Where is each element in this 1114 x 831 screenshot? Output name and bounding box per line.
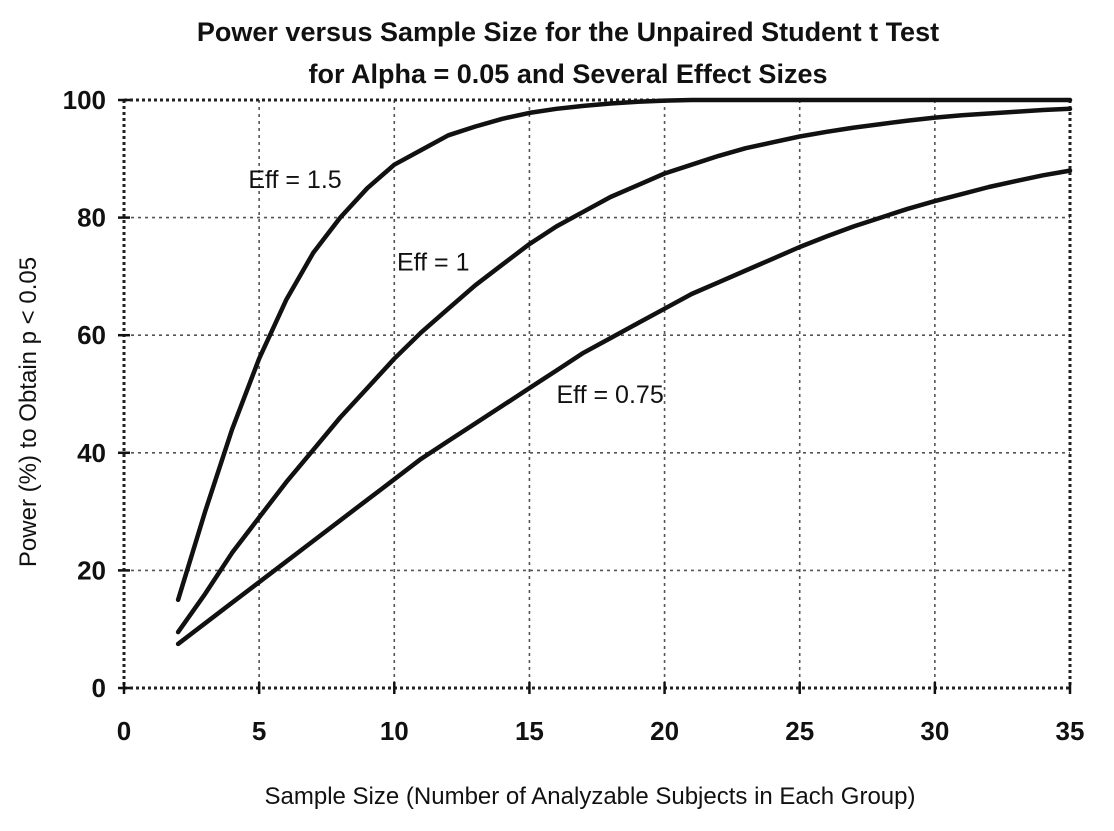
x-tick-label-1: 5 (252, 716, 266, 746)
x-tick-label-7: 35 (1056, 716, 1085, 746)
x-axis-label: Sample Size (Number of Analyzable Subjec… (265, 783, 916, 810)
x-tick-label-2: 10 (380, 716, 409, 746)
series-line-1 (175, 106, 1073, 635)
y-axis-label: Power (%) to Obtain p < 0.05 (15, 257, 42, 567)
y-tick-label-1: 20 (77, 555, 106, 585)
chart-title: Power versus Sample Size for the Unpaire… (197, 17, 939, 47)
series-label-1: Eff = 1 (397, 249, 470, 277)
x-tick-label-5: 25 (785, 716, 814, 746)
series-label-0: Eff = 1.5 (248, 166, 341, 194)
series-line-0 (175, 97, 1073, 603)
grid-lines (124, 100, 1070, 688)
y-tick-label-3: 60 (77, 320, 106, 350)
chart-subtitle: for Alpha = 0.05 and Several Effect Size… (309, 59, 828, 89)
x-tick-label-6: 30 (920, 716, 949, 746)
series-line-2 (175, 168, 1073, 647)
series-label-2: Eff = 0.75 (556, 381, 663, 409)
series-annotations: Eff = 1.5 Eff = 1 Eff = 0.75 (248, 166, 663, 409)
y-tick-label-4: 80 (77, 203, 106, 233)
x-tick-label-3: 15 (515, 716, 544, 746)
x-tick-label-4: 20 (650, 716, 679, 746)
y-tick-label-0: 0 (92, 673, 106, 703)
series-lines (175, 97, 1073, 647)
tick-labels: 0 5 10 15 20 25 30 35 0 20 40 60 80 100 (63, 85, 1085, 746)
x-tick-label-0: 0 (117, 716, 131, 746)
y-tick-label-2: 40 (77, 438, 106, 468)
y-tick-label-5: 100 (63, 85, 106, 115)
